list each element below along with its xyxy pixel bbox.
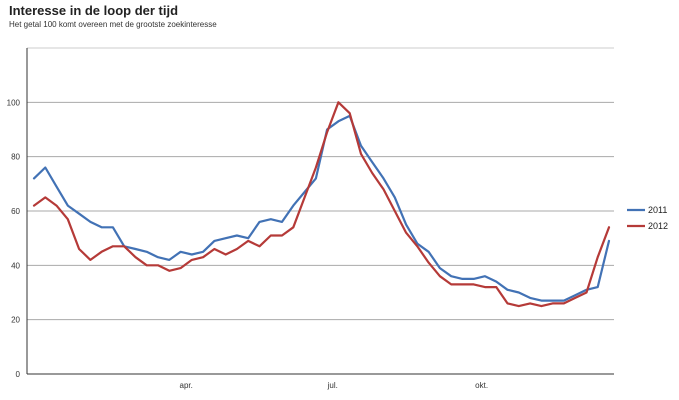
chart-title: Interesse in de loop der tijd — [9, 3, 179, 18]
y-tick-label: 0 — [16, 370, 21, 379]
grid-lines — [26, 47, 614, 375]
chart-subtitle: Het getal 100 komt overeen met de groots… — [9, 20, 217, 29]
x-tick-label: jul. — [327, 381, 338, 390]
y-tick-label: 20 — [11, 316, 20, 325]
y-tick-label: 40 — [11, 261, 20, 270]
x-tick-label: okt. — [475, 381, 488, 390]
series-line-2012 — [32, 101, 611, 308]
legend: 2011 2012 — [627, 205, 668, 231]
legend-label-2012: 2012 — [648, 221, 668, 231]
series-lines — [32, 101, 611, 308]
y-tick-label: 60 — [11, 207, 20, 216]
series-line-2011 — [32, 114, 611, 302]
legend-label-2011: 2011 — [648, 205, 667, 215]
y-tick-label: 100 — [7, 98, 21, 107]
x-tick-label: apr. — [180, 381, 193, 390]
x-axis-ticks: apr. jul. okt. — [180, 381, 489, 390]
y-tick-label: 80 — [11, 153, 20, 162]
y-axis-ticks: 0 20 40 60 80 100 — [7, 98, 21, 379]
